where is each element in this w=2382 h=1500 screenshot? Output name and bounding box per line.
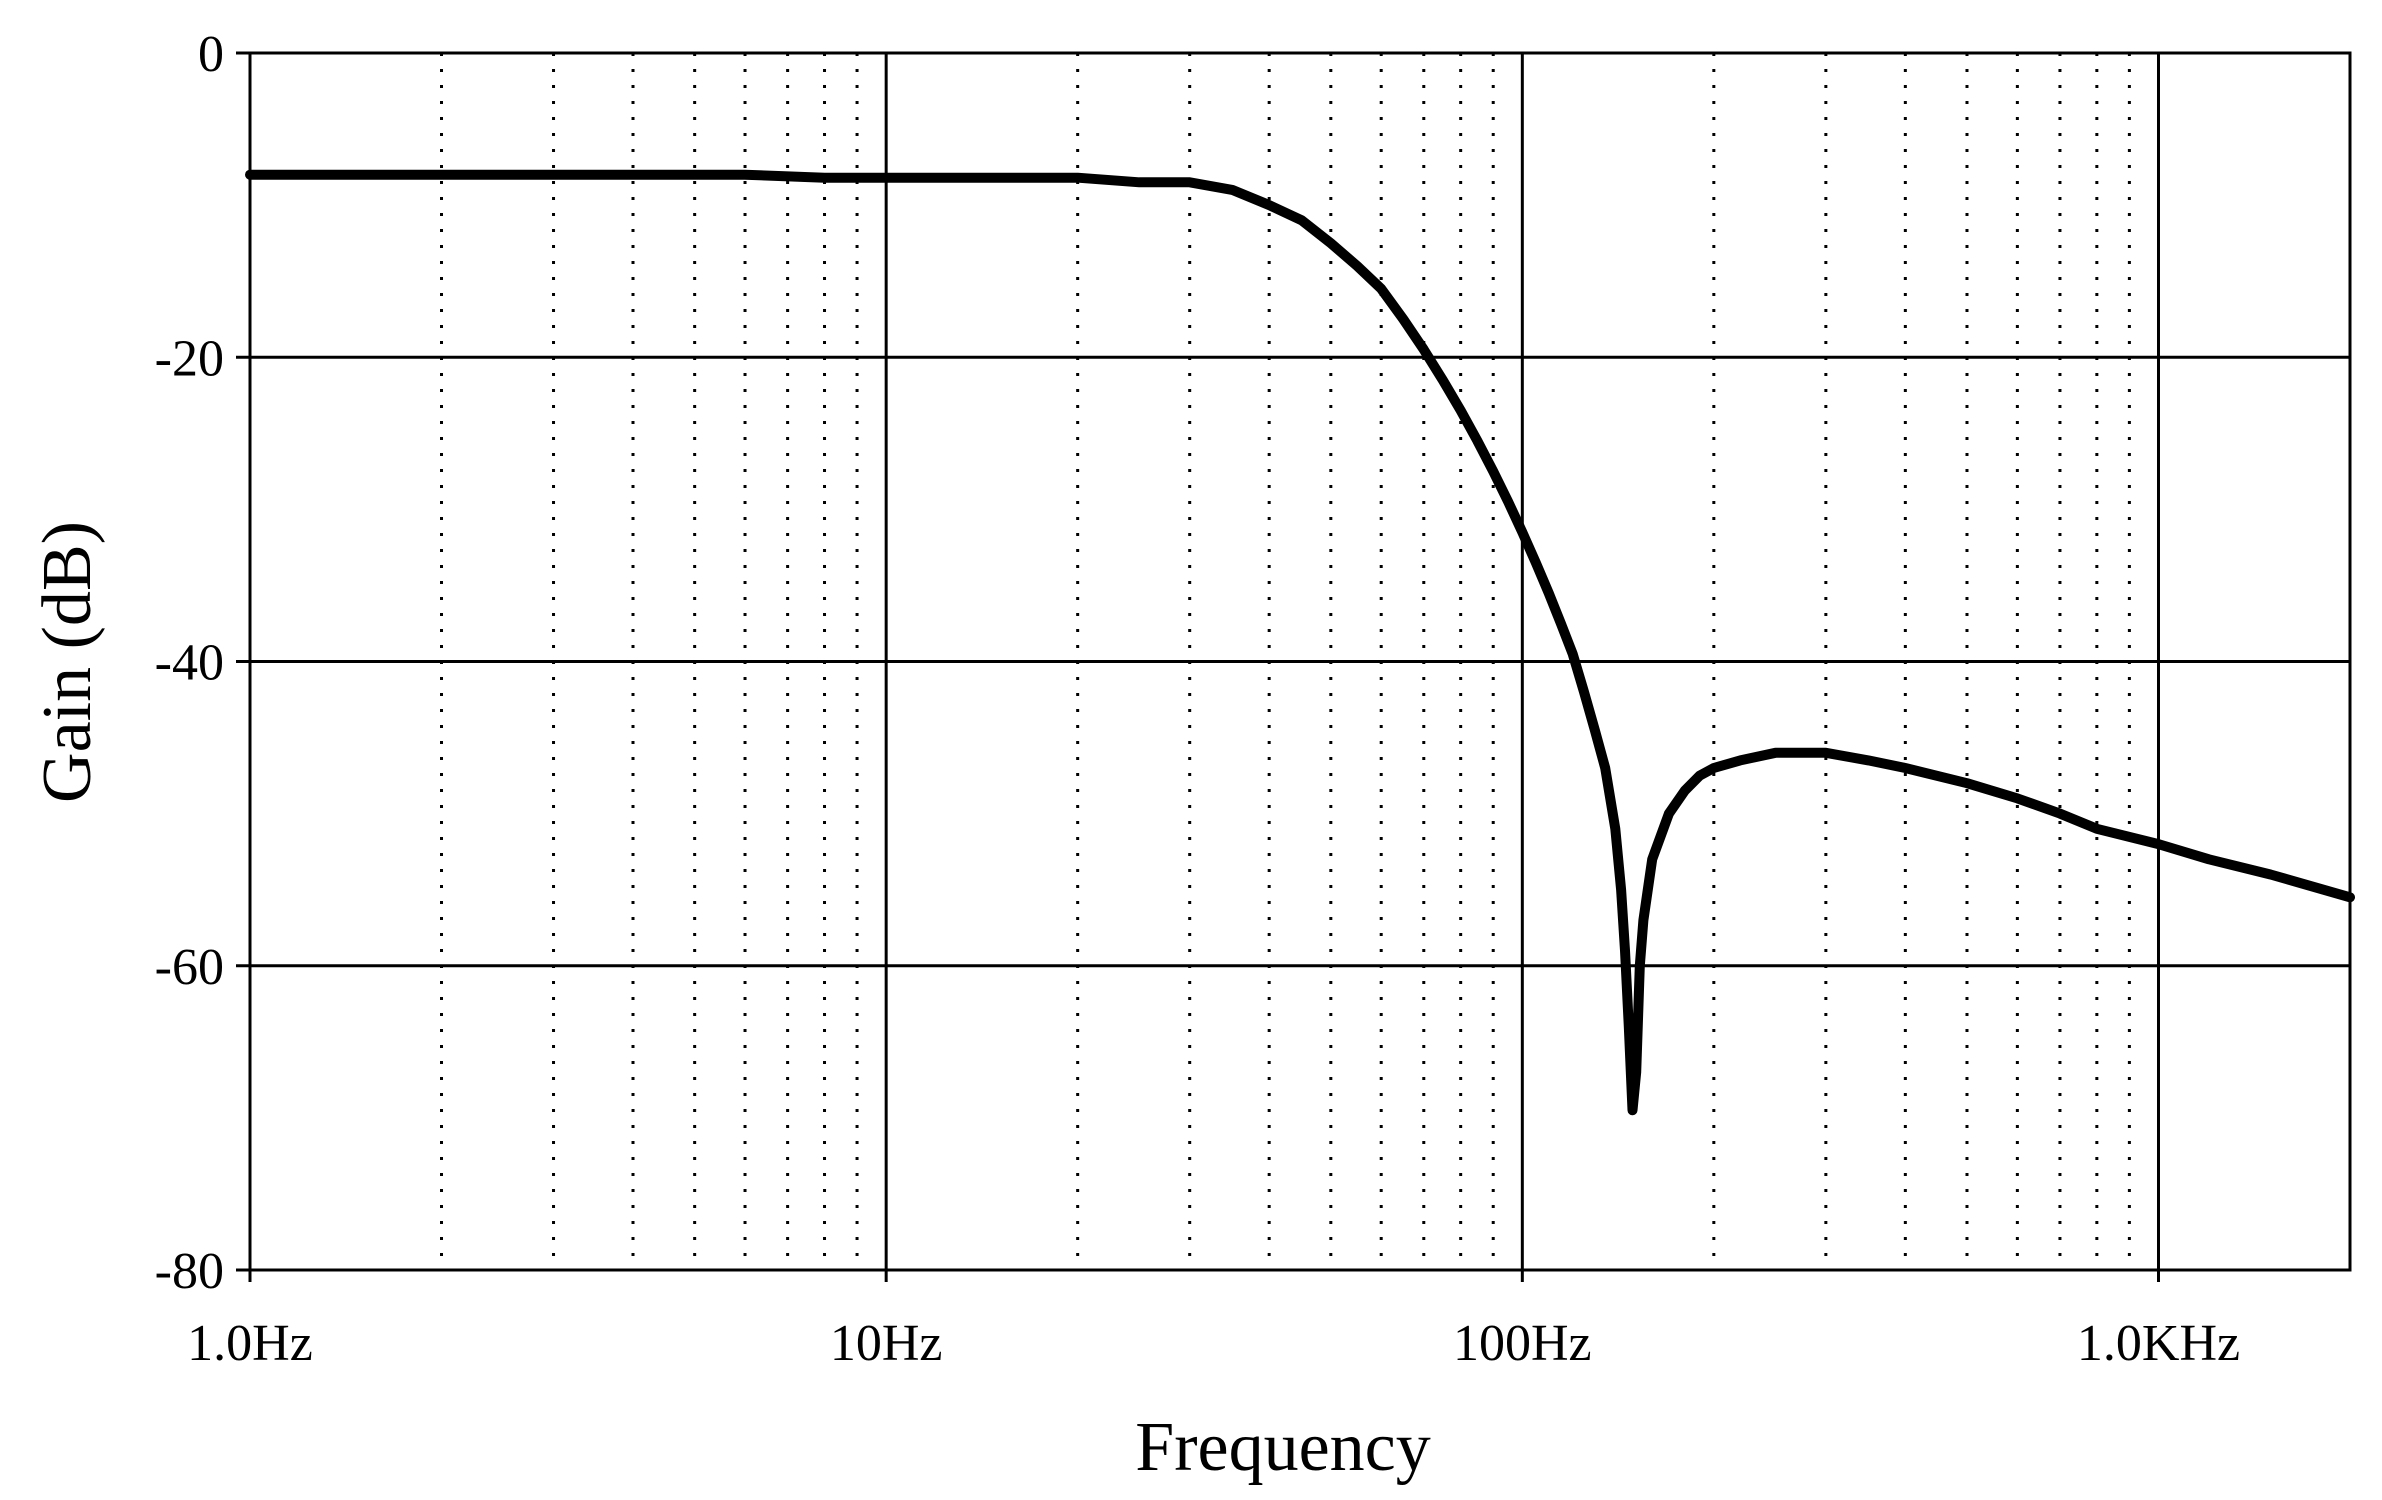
x-tick-label: 1.0KHz <box>2077 1315 2240 1372</box>
y-axis-title: Gain (dB) <box>29 521 106 803</box>
plot-frame <box>248 51 2352 1272</box>
y-tick-label: 0 <box>198 26 224 83</box>
y-tick-labels: 0 -20 -40 -60 -80 <box>155 26 224 1300</box>
x-axis-title: Frequency <box>1135 1409 1430 1486</box>
y-tick-label: -20 <box>155 330 224 387</box>
x-tick-label: 100Hz <box>1453 1315 1592 1372</box>
grid <box>236 51 2352 1282</box>
gain-curve <box>245 169 2355 1116</box>
x-tick-labels: 1.0Hz 10Hz 100Hz 1.0KHz <box>187 1315 2240 1372</box>
y-tick-label: -80 <box>155 1243 224 1300</box>
y-tick-label: -40 <box>155 635 224 692</box>
y-tick-label: -60 <box>155 939 224 996</box>
x-tick-label: 10Hz <box>830 1315 943 1372</box>
x-tick-label: 1.0Hz <box>187 1315 313 1372</box>
series-group <box>245 169 2355 1116</box>
